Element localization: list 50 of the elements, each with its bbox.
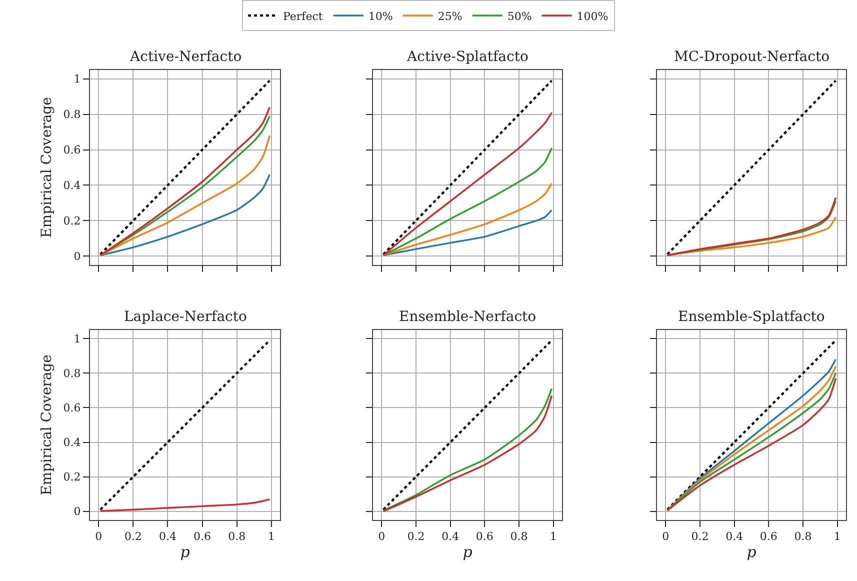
chart-title: MC-Dropout-Nerfacto — [674, 49, 830, 65]
y-tick-label: 0.6 — [63, 402, 81, 415]
x-axis-title: p — [462, 543, 473, 562]
x-tick-label: 0.4 — [442, 530, 460, 544]
line-series — [100, 498, 270, 512]
x-tick-label: 1 — [550, 530, 557, 544]
x-tick-label: 0.2 — [691, 530, 709, 544]
chart-title: Active-Splatfacto — [406, 49, 528, 65]
x-tick-label: 0.8 — [228, 530, 246, 544]
x-tick-label: 0.8 — [794, 530, 812, 544]
legend-label: 25% — [438, 10, 462, 23]
x-tick-label: 1 — [268, 530, 275, 544]
y-tick-label: 0.6 — [63, 144, 81, 157]
x-tick-label: 0.2 — [407, 530, 425, 544]
line-series — [100, 174, 270, 256]
x-tick-label: 0.4 — [158, 530, 176, 544]
x-tick-label: 0.6 — [194, 530, 212, 544]
y-axis-title: Empirical Coverage — [38, 354, 55, 496]
x-tick-label: 0.6 — [476, 530, 494, 544]
chart-title: Ensemble-Splatfacto — [678, 309, 825, 325]
chart-title: Ensemble-Nerfacto — [399, 309, 536, 325]
x-tick-label: 0.8 — [510, 530, 528, 544]
x-tick-label: 0 — [95, 530, 102, 544]
x-tick-label: 1 — [834, 530, 841, 544]
x-tick-label: 0 — [378, 530, 386, 544]
x-tick-label: 0.6 — [760, 530, 778, 544]
y-tick-label: 0.2 — [63, 470, 81, 484]
x-tick-label: 0.2 — [124, 530, 142, 544]
line-series — [99, 339, 271, 511]
y-tick-label: 0.2 — [63, 214, 81, 228]
y-tick-label: 0.8 — [63, 108, 81, 122]
y-tick-label: 0 — [74, 250, 81, 263]
chart-title: Laplace-Nerfacto — [124, 309, 247, 325]
y-axis-title: Empirical Coverage — [38, 97, 55, 238]
line-series — [99, 80, 271, 256]
y-tick-label: 0.4 — [63, 179, 81, 192]
y-tick-label: 1 — [74, 332, 81, 346]
y-tick-label: 0.8 — [63, 367, 81, 380]
chart-title: Active-Nerfacto — [129, 49, 242, 65]
legend-label: 50% — [507, 10, 532, 23]
x-tick-label: 0.4 — [726, 530, 744, 544]
legend-label: 100% — [576, 10, 608, 23]
y-tick-label: 0 — [74, 505, 81, 518]
y-tick-label: 1 — [74, 72, 81, 86]
legend-label: 10% — [368, 10, 393, 23]
x-axis-title: p — [746, 543, 757, 562]
legend-label: Perfect — [283, 10, 324, 23]
x-tick-label: 0 — [662, 530, 670, 544]
x-axis-title: p — [180, 543, 190, 562]
y-tick-label: 0.4 — [63, 436, 81, 450]
